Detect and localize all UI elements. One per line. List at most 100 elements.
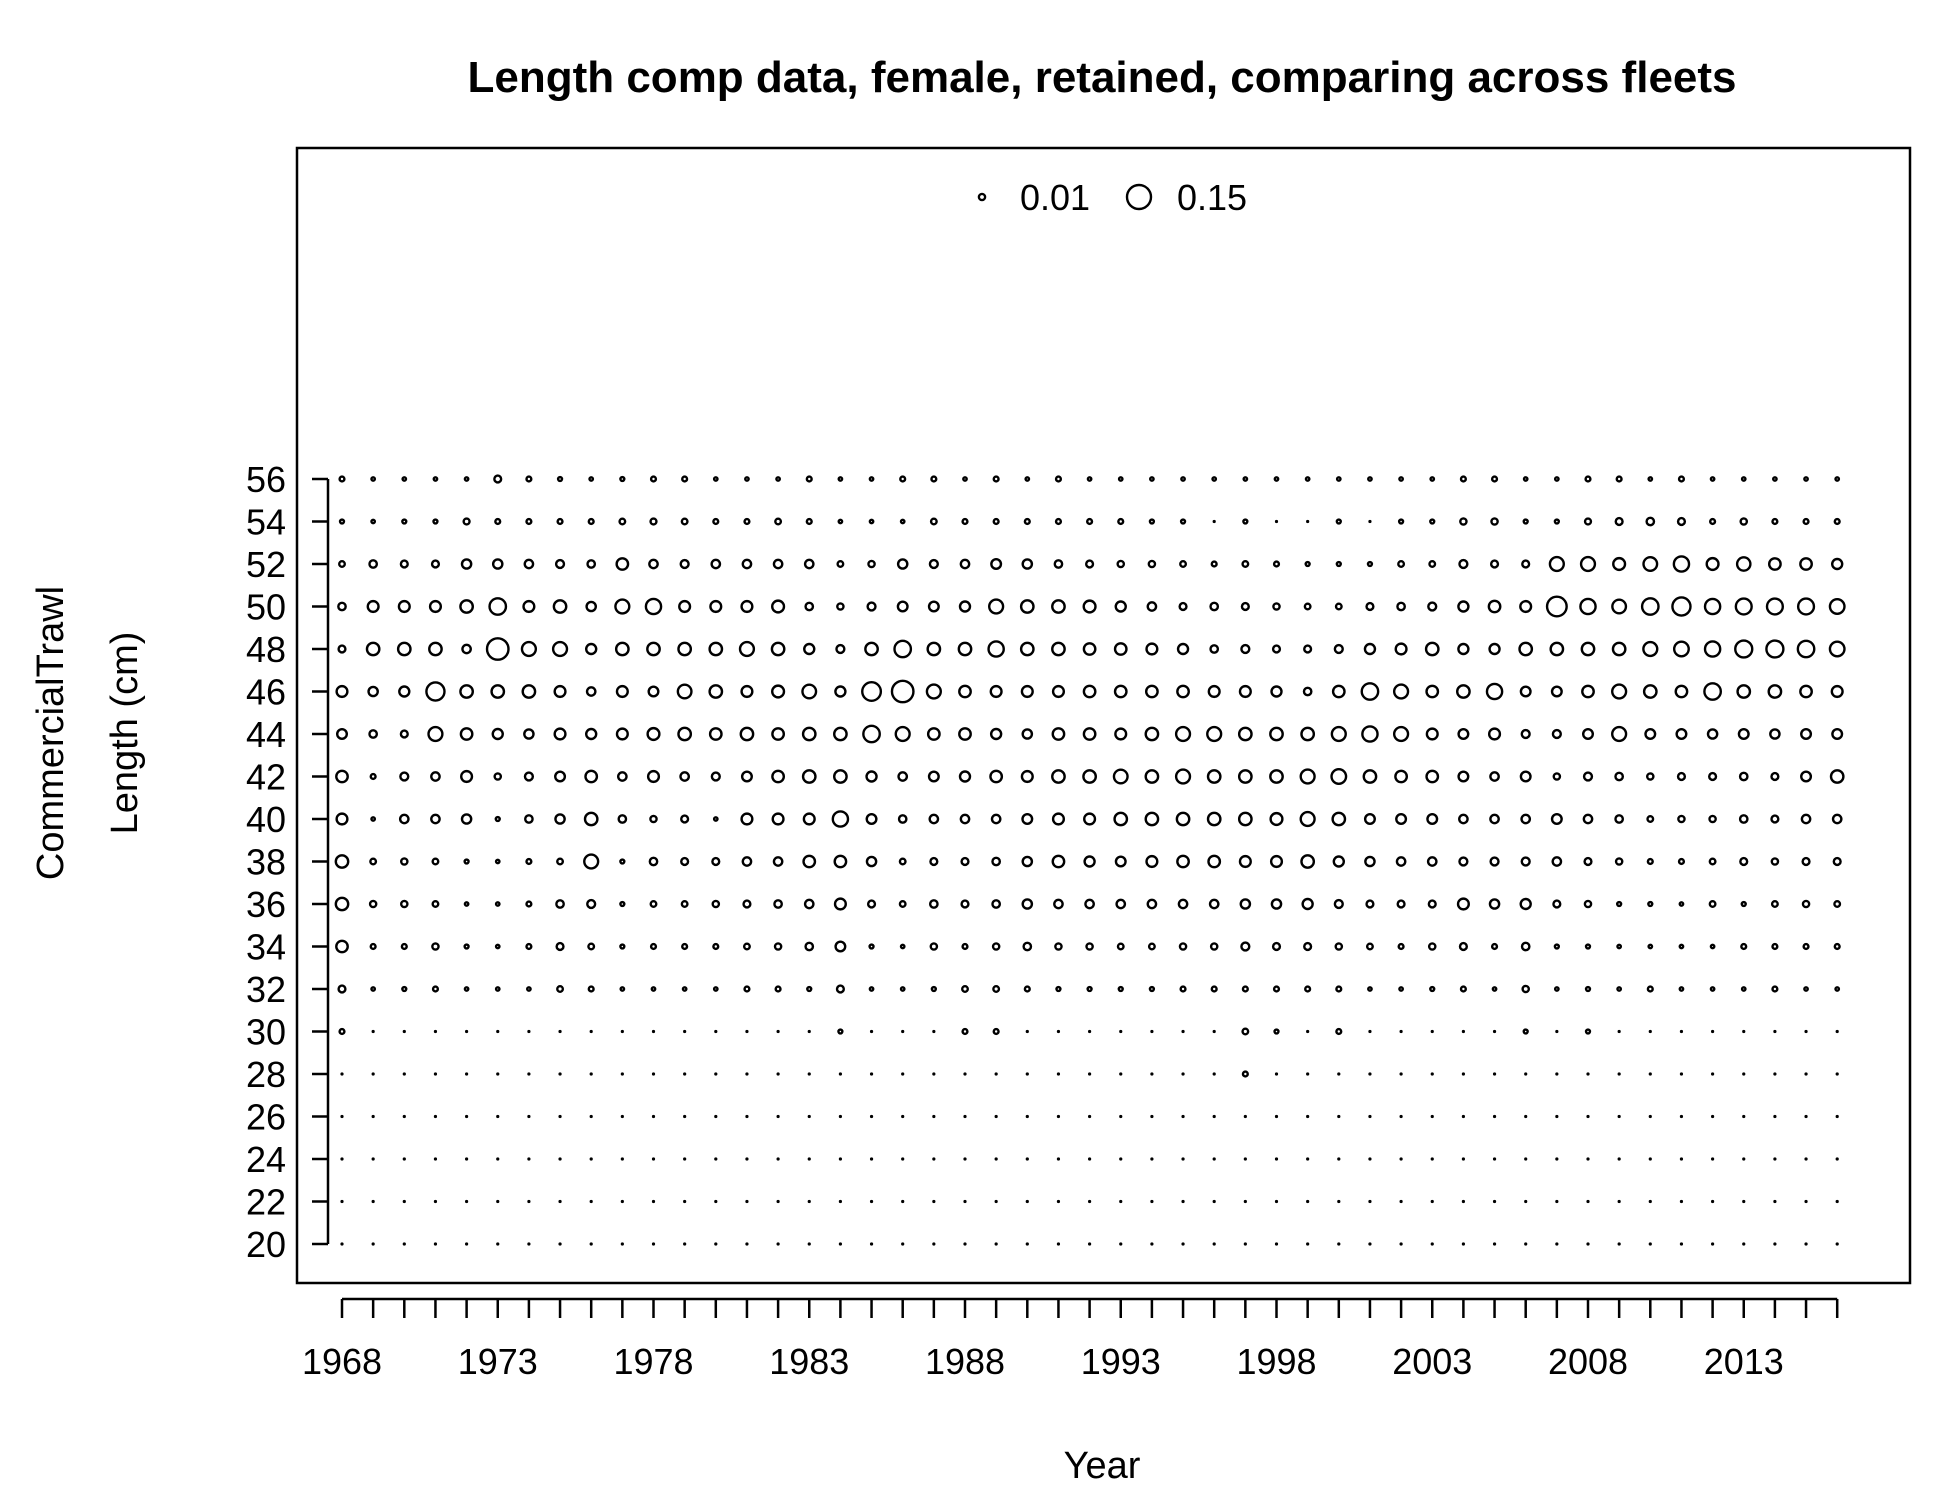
bubble xyxy=(1711,1199,1715,1204)
bubble xyxy=(680,856,690,867)
bubble xyxy=(1552,899,1562,909)
bubble xyxy=(1521,984,1530,994)
bubble xyxy=(1084,898,1095,910)
bubble xyxy=(587,985,595,993)
bubble xyxy=(1086,476,1093,482)
bubble xyxy=(1648,1199,1652,1204)
bubble xyxy=(1804,1114,1808,1119)
bubble xyxy=(1802,517,1810,526)
bubble xyxy=(1023,517,1031,526)
bubble xyxy=(1488,642,1501,656)
bubble xyxy=(1208,898,1220,910)
x-tick-label: 1998 xyxy=(1236,1341,1316,1382)
bubble xyxy=(1711,1114,1715,1119)
bubble xyxy=(1832,856,1842,867)
bubble xyxy=(1679,1114,1684,1119)
bubble xyxy=(1765,597,1784,616)
bubble xyxy=(1520,728,1531,740)
bubble xyxy=(1679,1157,1684,1161)
bubble xyxy=(1835,1114,1839,1119)
bubble xyxy=(1303,644,1313,654)
bubble xyxy=(583,811,599,827)
bubble xyxy=(555,899,565,909)
bubble xyxy=(1025,1029,1029,1034)
bubble xyxy=(1551,728,1562,740)
bubble xyxy=(1368,1157,1372,1161)
bubble xyxy=(774,517,783,526)
bubble xyxy=(1487,599,1502,614)
bubble xyxy=(1212,1114,1216,1119)
bubble xyxy=(1085,517,1094,526)
bubble xyxy=(1119,1199,1123,1204)
bubble xyxy=(1770,900,1779,908)
bubble xyxy=(1085,559,1095,569)
bubble xyxy=(745,1242,749,1246)
bubble xyxy=(589,1114,593,1119)
y-tick-label: 30 xyxy=(246,1012,286,1053)
bubble xyxy=(741,856,753,867)
bubble xyxy=(1179,985,1187,993)
bubble xyxy=(1025,1199,1029,1204)
bubble xyxy=(1240,941,1251,952)
bubble xyxy=(708,727,723,741)
bubble xyxy=(775,476,781,482)
bubble xyxy=(1742,1072,1746,1076)
bubble xyxy=(649,517,658,526)
bubble xyxy=(683,1199,687,1204)
bubble xyxy=(1304,476,1311,482)
bubble xyxy=(1709,943,1716,950)
bubble xyxy=(1489,771,1500,782)
bubble xyxy=(1586,1157,1590,1161)
bubble xyxy=(770,641,786,657)
bubble xyxy=(805,475,813,483)
bubble xyxy=(1146,601,1158,612)
bubble xyxy=(1612,556,1627,572)
bubble xyxy=(552,599,568,614)
bubble xyxy=(1771,517,1779,526)
bubble xyxy=(1362,769,1378,784)
bubble xyxy=(1520,813,1532,825)
bubble xyxy=(1430,1029,1434,1034)
bubble xyxy=(488,597,508,616)
bubble xyxy=(1237,769,1253,784)
bubble xyxy=(1395,813,1408,826)
bubble xyxy=(1545,595,1568,618)
bubble xyxy=(1647,476,1654,482)
bubble xyxy=(1586,1242,1590,1246)
bubble xyxy=(1179,560,1188,568)
bubble xyxy=(1765,639,1785,659)
bubble xyxy=(620,1157,624,1161)
bubble xyxy=(1583,899,1593,909)
bubble xyxy=(1708,857,1717,866)
bubble xyxy=(648,558,659,570)
bubble xyxy=(1051,854,1066,869)
bubble xyxy=(521,684,537,699)
bubble xyxy=(1584,943,1592,950)
bubble xyxy=(1711,1029,1715,1034)
bubble xyxy=(1021,898,1034,910)
bubble xyxy=(619,943,626,950)
bubble xyxy=(553,727,567,741)
bubble xyxy=(897,814,908,824)
bubble xyxy=(1237,811,1253,827)
bubble xyxy=(776,1072,780,1076)
bubble xyxy=(1678,986,1685,992)
y-tick-label: 20 xyxy=(246,1224,286,1265)
bubble xyxy=(742,942,751,951)
bubble xyxy=(1524,1072,1528,1076)
bubble xyxy=(1114,855,1127,868)
bubble xyxy=(866,601,877,612)
bubble xyxy=(1392,725,1410,743)
bubble xyxy=(1056,1029,1061,1034)
bubble xyxy=(772,558,784,570)
bubble xyxy=(1835,1242,1839,1246)
bubble xyxy=(1461,1199,1465,1204)
bubble xyxy=(869,1114,874,1119)
bubble xyxy=(1461,1242,1465,1246)
bubble xyxy=(647,685,660,698)
bubble xyxy=(1524,1114,1528,1119)
bubble xyxy=(1457,770,1470,783)
bubble xyxy=(1212,1072,1216,1076)
bubble xyxy=(994,1199,998,1204)
bubble xyxy=(620,1114,624,1119)
